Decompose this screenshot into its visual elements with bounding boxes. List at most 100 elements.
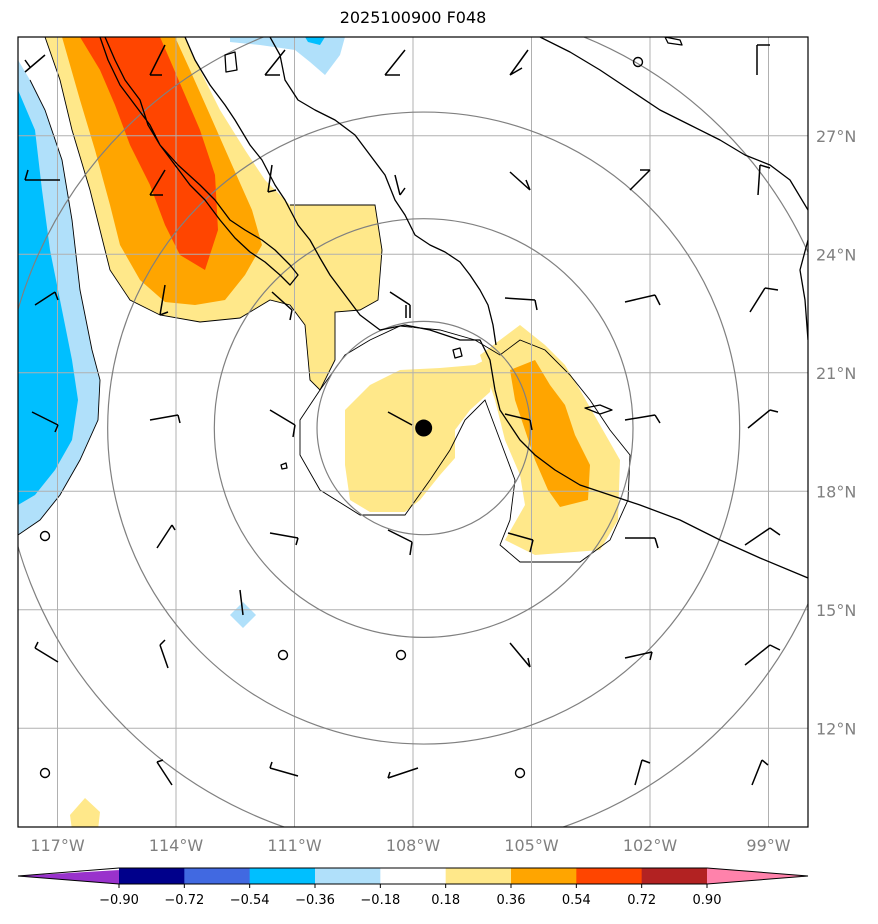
island-north-1 xyxy=(224,51,238,73)
shade-light-blue-north xyxy=(230,37,345,75)
calm-circle xyxy=(395,649,407,661)
coastline-east-edge xyxy=(799,239,808,341)
wind-barb xyxy=(159,284,169,316)
colorbar-label: 0.90 xyxy=(693,893,722,908)
longitude-label: 105°W xyxy=(504,836,559,855)
wind-barb xyxy=(156,759,173,786)
latitude-label: 18°N xyxy=(816,482,856,501)
colorbar-box xyxy=(249,868,316,884)
map-frame xyxy=(17,36,809,828)
latitude-label: 21°N xyxy=(816,364,856,383)
longitude-label: 117°W xyxy=(30,836,85,855)
wind-barb xyxy=(509,642,531,668)
shade-blue-north xyxy=(305,37,325,45)
calm-circle xyxy=(39,530,51,542)
longitude-labels: 117°W 114°W 111°W 108°W 105°W 102°W 99°W xyxy=(30,836,790,855)
colorbar-label: 0.36 xyxy=(497,893,526,908)
colorbar-label: 0.72 xyxy=(627,893,656,908)
wind-barb xyxy=(271,291,293,321)
wind-barb xyxy=(149,44,166,76)
range-ring xyxy=(213,218,634,638)
longitude-label: 111°W xyxy=(267,836,322,855)
colorbar-box xyxy=(380,868,447,884)
colorbar-box xyxy=(641,868,708,884)
coastline-east-north xyxy=(539,37,808,211)
shade-orange-east xyxy=(510,360,590,507)
wind-barb xyxy=(384,49,406,76)
wind-barb xyxy=(31,411,59,433)
wind-barb xyxy=(34,291,59,306)
shade-blue-west xyxy=(18,90,78,505)
colorbar-label: 0.54 xyxy=(562,893,591,908)
range-rings xyxy=(18,37,808,827)
range-ring xyxy=(316,320,531,536)
calm-circle xyxy=(632,56,644,68)
wind-barb xyxy=(624,414,661,424)
colorbar-box xyxy=(576,868,643,884)
contour-lines xyxy=(18,37,631,563)
wind-barbs xyxy=(24,44,781,786)
wind-barb xyxy=(239,589,244,616)
wind-barb xyxy=(24,169,60,181)
colorbar-box xyxy=(119,868,185,884)
contour-outline-west xyxy=(18,79,101,536)
wind-barb xyxy=(504,297,538,311)
wind-barb xyxy=(744,644,781,666)
colorbar-box xyxy=(315,868,381,884)
map-plot-area xyxy=(18,37,808,827)
wind-barb xyxy=(264,49,286,76)
calm-circle xyxy=(39,767,51,779)
island-socorro xyxy=(280,462,288,470)
colorbar-label: 0.18 xyxy=(431,893,460,908)
colorbar-box xyxy=(511,868,577,884)
latitude-label: 15°N xyxy=(816,601,856,620)
colorbar-label: −0.72 xyxy=(164,893,204,908)
wind-barb xyxy=(394,174,406,196)
shade-red-baja xyxy=(80,37,218,270)
wind-barb xyxy=(509,49,529,76)
colorbar-label: −0.18 xyxy=(360,893,400,908)
wind-barb xyxy=(744,527,781,546)
latitude-label: 12°N xyxy=(816,719,856,738)
wind-barb xyxy=(269,532,299,546)
wind-barb xyxy=(387,767,419,779)
wind-barb xyxy=(159,639,169,669)
wind-barb xyxy=(156,524,176,549)
wind-barb xyxy=(149,169,166,196)
calm-circle xyxy=(514,767,526,779)
wind-barb xyxy=(624,651,653,661)
colorbar-box xyxy=(184,868,251,884)
wind-barb xyxy=(504,413,533,431)
storm-center-marker xyxy=(415,419,433,437)
graticule xyxy=(18,37,808,827)
coastline-mexico-mainland xyxy=(184,37,808,579)
longitude-label: 102°W xyxy=(623,836,678,855)
calm-circle xyxy=(277,649,289,661)
calm-markers xyxy=(39,56,644,779)
longitude-label: 114°W xyxy=(149,836,204,855)
contour-outline-baja xyxy=(44,37,383,391)
coastline-baja-west xyxy=(99,37,299,286)
colorbar-box xyxy=(445,868,512,884)
wind-barb xyxy=(624,294,661,306)
wind-barb xyxy=(269,761,299,777)
colorbar-label: −0.36 xyxy=(295,893,335,908)
wind-barb xyxy=(267,164,277,193)
wind-barb xyxy=(387,411,413,426)
wind-barb xyxy=(749,287,779,313)
wind-barb xyxy=(629,169,651,191)
island-lake xyxy=(584,404,613,415)
wind-barb xyxy=(747,409,779,429)
colorbar-box xyxy=(707,868,808,884)
colorbar-label: −0.90 xyxy=(99,893,139,908)
map-title: 2025100900 F048 xyxy=(339,8,487,27)
wind-barb xyxy=(389,291,411,318)
island-tres-marias xyxy=(452,347,463,359)
colorbar-label: −0.54 xyxy=(230,893,270,908)
wind-barb xyxy=(509,171,531,191)
wind-barb xyxy=(34,641,59,663)
contour-outline-center xyxy=(299,325,631,563)
latitude-label: 24°N xyxy=(816,245,856,264)
wind-barb xyxy=(149,414,181,424)
